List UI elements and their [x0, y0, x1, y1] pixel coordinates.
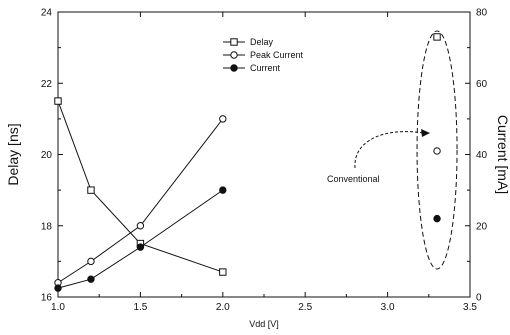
y-left-tick-label: 16	[41, 293, 53, 304]
x-tick-label: 1.5	[133, 302, 147, 313]
data-point-delay	[87, 186, 95, 194]
conventional-arrowhead	[421, 129, 430, 137]
y-left-tick-label: 22	[41, 79, 53, 90]
legend-label-delay: Delay	[250, 37, 274, 47]
data-point-peak-current	[136, 222, 145, 230]
x-tick-label: 2.5	[298, 302, 312, 313]
data-point-current	[87, 275, 95, 283]
conventional-label: Conventional	[327, 174, 380, 184]
conventional-arrow	[354, 131, 425, 169]
y-left-tick-label: 24	[41, 8, 53, 19]
series-line-peak-current	[57, 118, 224, 284]
series-line-delay	[57, 100, 223, 273]
data-point-delay	[54, 97, 62, 105]
x-tick-label: 3.5	[463, 302, 477, 313]
y-right-tick-label: 0	[476, 293, 482, 304]
y-right-tick-label: 40	[476, 150, 488, 161]
y-right-tick-label: 20	[476, 221, 488, 232]
legend: Delay Peak Current Current	[223, 37, 304, 73]
y-left-axis-title: Delay [ns]	[5, 123, 21, 185]
conventional-ellipse	[416, 30, 458, 270]
legend-marker-delay	[230, 38, 238, 46]
data-point-current	[136, 243, 145, 251]
conventional-point-current	[433, 214, 441, 223]
x-tick-label: 3.0	[381, 302, 395, 313]
data-point-peak-current	[219, 115, 227, 123]
conventional-point-peak-current	[433, 147, 441, 155]
x-tick-label: 1.0	[51, 302, 65, 313]
legend-marker-current	[230, 64, 238, 72]
y-left-tick-label: 18	[41, 221, 53, 232]
data-point-current	[54, 284, 62, 292]
ticks-layer: 1.0 1.5 2.0 2.5 3.0 3.5 16 18 20 22 24 0 20 40 60 80	[41, 8, 488, 314]
y-right-tick-label: 80	[476, 8, 488, 19]
y-right-axis-title: Current [mA]	[495, 115, 510, 194]
legend-label-current: Current	[250, 63, 281, 73]
y-left-tick-label: 20	[41, 150, 53, 161]
data-point-peak-current	[87, 257, 95, 266]
x-tick-label: 2.0	[216, 302, 230, 313]
legend-label-peak-current: Peak Current	[250, 50, 304, 60]
data-point-delay	[219, 268, 227, 276]
conventional-point-delay	[433, 33, 441, 41]
series-layer	[54, 33, 441, 292]
data-point-current	[219, 186, 227, 194]
series-line-current	[57, 189, 224, 289]
x-axis-title: Vdd [V]	[249, 319, 279, 329]
legend-marker-peak-current	[230, 51, 238, 59]
y-right-tick-label: 60	[476, 79, 488, 90]
